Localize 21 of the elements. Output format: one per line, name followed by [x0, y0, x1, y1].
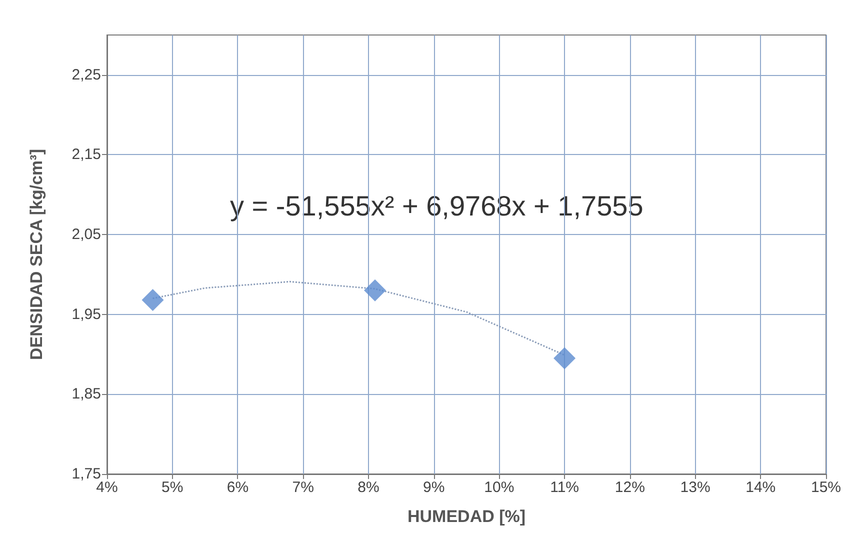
- x-tick-label: 12%: [614, 479, 645, 496]
- y-tick-label: 2,15: [72, 146, 101, 164]
- point: [364, 279, 386, 302]
- x-tick-label: 14%: [746, 479, 776, 496]
- point: [142, 288, 164, 311]
- x-tick-label: 15%: [810, 479, 842, 496]
- x-tick-label: 9%: [422, 479, 445, 496]
- x-tick-label: 8%: [358, 479, 380, 496]
- x-tick-label: 6%: [226, 479, 249, 496]
- x-tick-label: 5%: [162, 479, 184, 496]
- x-tick-label: 11%: [550, 479, 580, 496]
- y-tick-label: 2,05: [72, 226, 101, 244]
- x-tick-label: 10%: [484, 479, 514, 496]
- y-tick-label: 1,95: [72, 306, 101, 323]
- x-tick-label: 7%: [292, 479, 314, 496]
- point: [554, 347, 576, 370]
- x-axis-title: HUMEDAD [%]: [407, 507, 526, 526]
- y-axis-title: DENSIDAD SECA [kg/cm³]: [27, 149, 46, 360]
- x-tick-label: 13%: [680, 479, 710, 496]
- y-tick-label: 2,25: [72, 66, 101, 84]
- y-tick-label: 1,85: [72, 386, 101, 403]
